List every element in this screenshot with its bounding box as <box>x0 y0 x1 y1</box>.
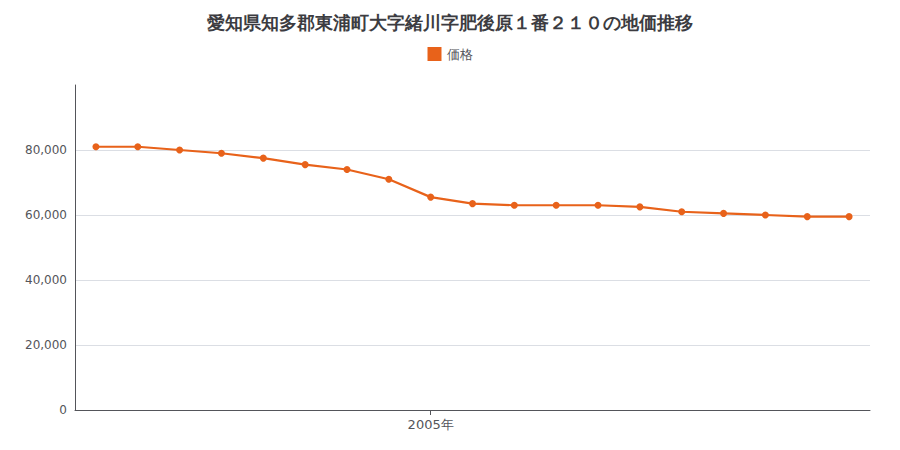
svg-text:2005年: 2005年 <box>408 417 454 432</box>
svg-text:80,000: 80,000 <box>25 143 67 157</box>
svg-text:40,000: 40,000 <box>25 273 67 287</box>
svg-text:20,000: 20,000 <box>25 338 67 352</box>
svg-text:愛知県知多郡東浦町大字緒川字肥後原１番２１０の地価推移: 愛知県知多郡東浦町大字緒川字肥後原１番２１０の地価推移 <box>207 12 693 33</box>
svg-text:60,000: 60,000 <box>25 208 67 222</box>
svg-text:0: 0 <box>59 403 67 417</box>
svg-text:価格: 価格 <box>447 47 473 62</box>
